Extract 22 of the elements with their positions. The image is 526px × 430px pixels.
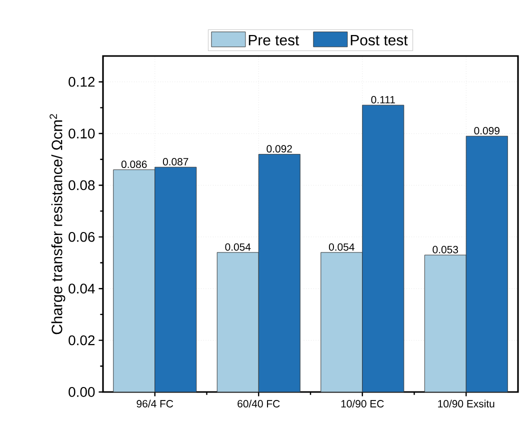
y-tick-label: 0.06 — [68, 232, 95, 242]
y-tick-label: 0.00 — [68, 387, 95, 397]
data-label: 0.054 — [225, 243, 251, 251]
y-tick-label: 0.04 — [68, 284, 95, 294]
x-tick-label: 96/4 FC — [136, 400, 174, 408]
x-tick-label: 10/90 Exsitu — [438, 400, 494, 408]
y-tick-label: 0.02 — [68, 335, 95, 346]
data-label: 0.054 — [328, 243, 354, 251]
legend-label: Pre test — [248, 35, 300, 46]
x-tick-label: 10/90 EC — [341, 400, 384, 408]
data-label: 0.092 — [266, 145, 292, 153]
data-label: 0.111 — [371, 96, 395, 104]
data-label: 0.086 — [121, 160, 147, 168]
y-axis-title: Charge transfer resistance/ Ωcm$^{2}$ — [50, 114, 66, 334]
y-tick-label: 0.10 — [68, 128, 95, 138]
data-label: 0.053 — [432, 246, 458, 254]
data-label: 0.087 — [162, 158, 188, 166]
data-label: 0.099 — [474, 127, 500, 134]
legend-label: Post test — [350, 35, 408, 46]
y-tick-label: 0.08 — [68, 180, 95, 190]
y-tick-label: 0.12 — [68, 76, 95, 87]
x-tick-label: 60/40 FC — [238, 400, 280, 408]
